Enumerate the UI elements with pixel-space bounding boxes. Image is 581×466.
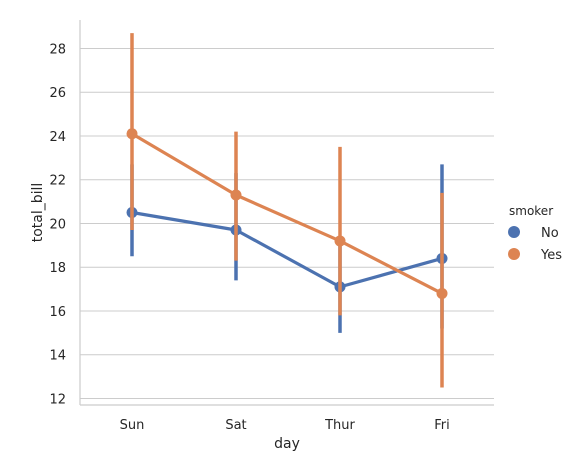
legend-label-no: No	[541, 226, 559, 241]
legend-label-yes: Yes	[540, 248, 562, 263]
x-tick-label: Thur	[324, 418, 355, 433]
legend-title: smoker	[509, 204, 553, 218]
y-tick-label: 20	[49, 217, 66, 232]
axes	[79, 20, 494, 406]
x-tick-label: Fri	[434, 418, 450, 433]
data-point	[126, 128, 138, 140]
y-tick-label: 28	[49, 42, 66, 57]
legend-items: No Yes	[508, 226, 562, 263]
x-tick-label: Sat	[225, 418, 246, 433]
legend-marker-yes	[508, 248, 520, 260]
legend: smoker No Yes	[508, 204, 562, 263]
x-tick-labels: Sun Sat Thur Fri	[120, 418, 450, 433]
data-point	[436, 287, 448, 299]
y-tick-label: 16	[49, 305, 66, 320]
y-tick-label: 24	[49, 130, 66, 145]
y-axis-label: total_bill	[30, 183, 46, 243]
y-tick-label: 26	[49, 86, 66, 101]
y-tick-labels: 12 14 16 18 20 22 24 26 28	[49, 42, 66, 407]
y-tick-label: 18	[49, 261, 66, 276]
data-point	[230, 189, 242, 201]
legend-marker-no	[508, 226, 520, 238]
series	[126, 33, 448, 388]
y-tick-label: 22	[49, 174, 66, 189]
series-no	[126, 164, 448, 333]
series-line	[131, 210, 443, 289]
grid-lines	[80, 47, 494, 399]
series-yes	[126, 33, 448, 388]
y-tick-label: 12	[49, 392, 66, 407]
y-tick-label: 14	[49, 349, 66, 364]
data-point	[334, 235, 346, 247]
series-line	[131, 132, 443, 295]
x-tick-label: Sun	[120, 418, 145, 433]
x-axis-label: day	[274, 436, 300, 452]
